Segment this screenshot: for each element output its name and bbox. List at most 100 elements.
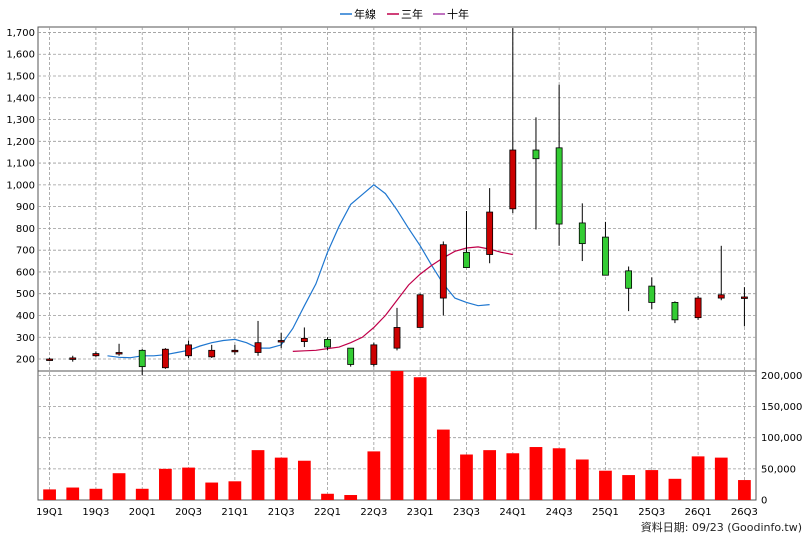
- price-tick-label: 1,600: [6, 50, 35, 61]
- candle-body: [463, 251, 470, 268]
- x-tick-label: 23Q3: [453, 507, 480, 518]
- volume-bar: [599, 470, 612, 500]
- price-tick-label: 1,300: [6, 115, 35, 126]
- price-tick-label: 1,000: [6, 180, 35, 191]
- candle-body: [46, 358, 53, 361]
- volume-bar: [205, 482, 219, 500]
- price-tick-label: 1,100: [6, 159, 35, 170]
- volume-bar: [529, 447, 543, 500]
- data-date-credit: 資料日期: 09/23 (Goodinfo.tw): [641, 520, 802, 534]
- x-tick-label: 22Q3: [360, 507, 387, 518]
- candle-body: [254, 342, 262, 353]
- volume-bar: [274, 457, 288, 500]
- candle-body: [625, 270, 633, 289]
- x-tick-label: 26Q3: [731, 507, 758, 518]
- volume-bar: [691, 456, 705, 500]
- volume-tick-label: 200,000: [761, 371, 802, 382]
- candle-body: [231, 349, 239, 353]
- price-tick-label: 500: [16, 289, 35, 300]
- volume-bar: [460, 454, 473, 500]
- volume-tick-label: 150,000: [761, 402, 802, 413]
- price-tick-label: 1,200: [6, 137, 35, 148]
- volume-bar: [714, 457, 728, 500]
- volume-axis: 0 50,000 100,000 150,000 200,000: [761, 371, 802, 507]
- candle-body: [92, 353, 100, 357]
- ma-line: [292, 246, 513, 352]
- candle-body: [161, 348, 169, 369]
- candle-body: [370, 344, 378, 365]
- price-axis: 200 300 400 500 600 700 800 900 1,000 1,100 1,200 1…: [6, 28, 35, 366]
- volume-bar: [135, 488, 149, 500]
- candle-body: [717, 294, 725, 299]
- volume-bar: [66, 487, 80, 500]
- candle-body: [694, 297, 702, 319]
- x-tick-label: 19Q1: [36, 507, 63, 518]
- x-tick-label: 20Q3: [175, 507, 202, 518]
- volume-bar: [552, 448, 566, 500]
- candle-body: [393, 327, 401, 349]
- price-tick-label: 1,700: [6, 28, 35, 39]
- volume-bars: [43, 371, 751, 500]
- volume-bar: [668, 478, 682, 500]
- candle-body: [741, 296, 748, 299]
- price-tick-label: 400: [16, 311, 35, 322]
- candle-body: [69, 357, 77, 360]
- x-tick-label: 23Q1: [407, 507, 434, 518]
- candle-body: [555, 147, 563, 225]
- candle-body: [300, 337, 308, 343]
- volume-bar: [483, 450, 497, 500]
- candle-body: [532, 149, 540, 160]
- price-tick-label: 200: [16, 355, 35, 366]
- ma-line: [107, 184, 490, 359]
- candle-body: [138, 349, 146, 368]
- volume-bar: [159, 468, 172, 500]
- volume-bar: [645, 470, 659, 500]
- price-tick-label: 300: [16, 333, 35, 344]
- x-tick-label: 22Q1: [314, 507, 341, 518]
- volume-bar: [738, 480, 751, 500]
- volume-tick-label: 100,000: [761, 433, 802, 444]
- candle-body: [602, 236, 609, 276]
- volume-bar: [575, 459, 589, 500]
- volume-bar: [297, 460, 311, 500]
- volume-bar: [390, 371, 404, 500]
- x-tick-label: 20Q1: [129, 507, 156, 518]
- x-tick-label: 21Q1: [221, 507, 248, 518]
- candle-body: [277, 340, 285, 343]
- volume-bar: [112, 473, 126, 500]
- volume-bar: [344, 495, 358, 500]
- price-tick-label: 900: [16, 202, 35, 213]
- volume-tick-label: 50,000: [761, 464, 796, 475]
- price-tick-label: 1,500: [6, 71, 35, 82]
- x-tick-label: 19Q3: [82, 507, 109, 518]
- x-tick-label: 25Q3: [638, 507, 665, 518]
- price-tick-label: 800: [16, 224, 35, 235]
- volume-bar: [413, 377, 427, 500]
- price-tick-label: 1,400: [6, 93, 35, 104]
- candle-body: [115, 352, 123, 355]
- volume-bar: [89, 488, 103, 500]
- candle-body: [208, 349, 216, 358]
- volume-bar: [43, 489, 56, 500]
- legend-label-annual: 年線: [354, 7, 376, 21]
- x-tick-label: 25Q1: [592, 507, 619, 518]
- x-tick-label: 26Q1: [685, 507, 712, 518]
- volume-bar: [228, 481, 242, 500]
- candle-body: [578, 222, 586, 245]
- moving-average-lines: [107, 184, 513, 359]
- candle-body: [347, 347, 355, 365]
- price-tick-label: 700: [16, 246, 35, 257]
- x-tick-label: 24Q1: [499, 507, 526, 518]
- volume-bar: [622, 475, 635, 500]
- volume-bar: [182, 467, 195, 500]
- price-tick-label: 600: [16, 267, 35, 278]
- candle-body: [509, 149, 517, 210]
- candle-body: [324, 339, 331, 348]
- candle-body: [671, 302, 679, 321]
- x-tick-label: 21Q3: [268, 507, 295, 518]
- volume-bar: [436, 429, 450, 500]
- legend: 年線 三年 十年: [340, 7, 469, 21]
- volume-bar: [367, 451, 381, 500]
